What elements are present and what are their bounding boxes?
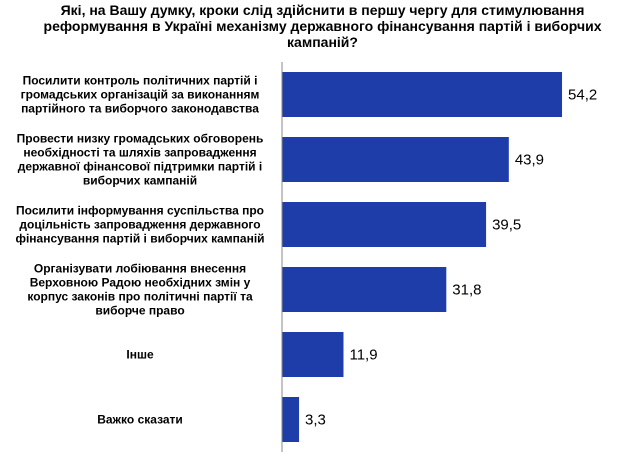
category-label-line: партійного та виборчого законодавства — [21, 102, 259, 116]
category-label-line: Посилити контроль політичних партій і — [23, 74, 258, 88]
bar-1 — [282, 137, 509, 182]
category-label-4: Інше — [126, 348, 154, 362]
category-label-0: Посилити контроль політичних партій і гро… — [21, 74, 260, 116]
category-label-line: Організувати лобіювання внесення — [34, 262, 246, 276]
bars-group — [282, 72, 563, 442]
category-label-line: виборче право — [95, 304, 184, 318]
bar-0 — [282, 72, 563, 117]
category-label-5: Важко сказати — [97, 413, 183, 427]
category-labels: Посилити контроль політичних партій і гро… — [15, 74, 264, 427]
category-label-line: Інше — [126, 348, 154, 362]
category-label-line: доцільність запровадження державного — [19, 218, 260, 232]
category-label-line: громадських організацій за виконанням — [21, 88, 260, 102]
category-label-line: виборчих кампаній — [83, 174, 197, 188]
bar-5 — [282, 397, 300, 442]
value-labels: 54,2 43,9 39,5 31,8 11,9 3,3 — [305, 87, 597, 429]
category-label-line: Важко сказати — [97, 413, 183, 427]
value-label-5: 3,3 — [305, 412, 326, 429]
bar-4 — [282, 332, 344, 377]
value-label-3: 31,8 — [452, 282, 481, 299]
value-label-2: 39,5 — [492, 217, 521, 234]
category-label-3: Організувати лобіювання внесення Верховно… — [27, 262, 253, 318]
category-label-line: Верховною Радою необхідних змін у — [30, 276, 251, 290]
category-label-line: фінансування партій і виборчих кампаній — [15, 232, 264, 246]
value-label-0: 54,2 — [568, 87, 597, 104]
category-label-line: державної фінансової підтримки партій і — [18, 160, 262, 174]
value-label-4: 11,9 — [349, 347, 377, 364]
category-label-line: Посилити інформування суспільства про — [16, 204, 264, 218]
category-label-1: Провести низку громадських обговорень нео… — [17, 132, 264, 188]
category-label-line: необхідності та шляхів запровадження — [23, 146, 256, 160]
category-label-line: Провести низку громадських обговорень — [17, 132, 264, 146]
bar-2 — [282, 202, 487, 247]
category-label-line: корпус законів про політичні партії та — [27, 290, 253, 304]
category-label-2: Посилити інформування суспільства про доц… — [15, 204, 264, 246]
chart-title: Які, на Вашу думку, кроки слід здійснити… — [43, 2, 602, 50]
value-label-1: 43,9 — [515, 152, 544, 169]
bar-3 — [282, 267, 447, 312]
